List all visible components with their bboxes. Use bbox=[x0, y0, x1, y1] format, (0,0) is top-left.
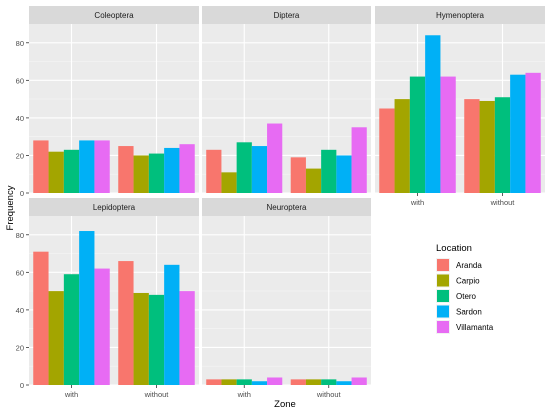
bar-neuroptera-without-otero bbox=[321, 379, 337, 385]
strip-label-neuroptera: Neuroptera bbox=[266, 203, 307, 212]
bar-coleoptera-without-otero bbox=[148, 153, 165, 193]
bar-coleoptera-without-sardon bbox=[164, 147, 180, 193]
bar-hymenoptera-without-carpio bbox=[479, 100, 495, 193]
strip-diptera bbox=[202, 6, 371, 24]
bar-hymenoptera-without-aranda bbox=[464, 99, 480, 193]
bar-neuroptera-with-aranda bbox=[206, 379, 222, 385]
y-tick-label: 20 bbox=[16, 343, 24, 352]
legend-label-villamanta: Villamanta bbox=[456, 323, 494, 332]
x-tick-label: without bbox=[490, 198, 516, 207]
legend-label-aranda: Aranda bbox=[456, 261, 482, 270]
strip-label-coleoptera: Coleoptera bbox=[94, 11, 134, 20]
bar-lepidoptera-without-sardon bbox=[164, 264, 180, 385]
bar-hymenoptera-with-otero bbox=[409, 76, 426, 193]
bar-neuroptera-with-sardon bbox=[251, 381, 268, 385]
bar-neuroptera-with-otero bbox=[236, 379, 252, 385]
bar-hymenoptera-with-sardon bbox=[425, 35, 441, 194]
bar-lepidoptera-with-otero bbox=[63, 274, 80, 385]
bar-hymenoptera-without-otero bbox=[494, 97, 511, 193]
x-tick-label: without bbox=[144, 390, 170, 399]
bar-lepidoptera-without-villamanta bbox=[179, 291, 195, 385]
bar-diptera-without-aranda bbox=[290, 157, 306, 193]
strip-coleoptera bbox=[29, 6, 199, 24]
y-tick-label: 0 bbox=[20, 381, 24, 390]
bar-lepidoptera-without-aranda bbox=[118, 261, 134, 385]
panel-diptera: Diptera bbox=[202, 6, 371, 194]
bar-diptera-with-sardon bbox=[251, 146, 268, 193]
legend-label-sardon: Sardon bbox=[456, 308, 482, 317]
bar-coleoptera-with-villamanta bbox=[94, 140, 110, 193]
bar-coleoptera-without-aranda bbox=[118, 146, 134, 193]
panel-coleoptera: Coleoptera 0 20 40 60 80 bbox=[16, 6, 199, 198]
y-tick-label: 60 bbox=[16, 268, 24, 277]
bar-diptera-with-otero bbox=[236, 142, 252, 193]
bar-hymenoptera-without-villamanta bbox=[525, 72, 541, 193]
panel-lepidoptera: Lepidoptera 0 20 40 60 80 with without bbox=[16, 198, 199, 399]
strip-neuroptera bbox=[202, 198, 371, 216]
bar-hymenoptera-without-sardon bbox=[510, 74, 526, 193]
bar-coleoptera-with-carpio bbox=[48, 151, 64, 193]
y-tick-label: 40 bbox=[16, 306, 24, 315]
legend-key-aranda bbox=[437, 259, 449, 271]
bar-diptera-without-carpio bbox=[305, 168, 322, 193]
bar-coleoptera-with-sardon bbox=[79, 140, 95, 193]
bar-coleoptera-with-otero bbox=[63, 149, 80, 193]
bar-diptera-with-villamanta bbox=[267, 123, 283, 193]
bar-diptera-with-carpio bbox=[221, 172, 237, 193]
bar-lepidoptera-with-villamanta bbox=[94, 268, 110, 385]
bar-diptera-without-villamanta bbox=[351, 127, 367, 193]
legend-key-sardon bbox=[437, 305, 449, 318]
legend-key-otero bbox=[437, 290, 449, 302]
y-tick-label: 20 bbox=[16, 151, 24, 160]
x-tick-label: with bbox=[64, 390, 78, 399]
legend: Location Aranda Carpio Otero Sardon Villaman… bbox=[436, 243, 494, 334]
legend-label-carpio: Carpio bbox=[456, 277, 480, 286]
bar-lepidoptera-with-carpio bbox=[48, 291, 64, 385]
y-tick-label: 0 bbox=[20, 189, 24, 198]
panel-neuroptera: Neuroptera with without bbox=[202, 198, 371, 399]
bar-diptera-without-otero bbox=[321, 149, 337, 193]
strip-label-lepidoptera: Lepidoptera bbox=[93, 203, 136, 212]
bar-diptera-without-sardon bbox=[336, 155, 352, 193]
legend-key-villamanta bbox=[437, 321, 449, 333]
strip-label-diptera: Diptera bbox=[274, 11, 300, 20]
bar-neuroptera-without-carpio bbox=[305, 379, 322, 385]
y-tick-label: 60 bbox=[16, 76, 24, 85]
bar-lepidoptera-with-sardon bbox=[79, 231, 95, 385]
y-tick-label: 40 bbox=[16, 114, 24, 123]
bar-coleoptera-with-aranda bbox=[33, 140, 49, 193]
x-tick-label: with bbox=[410, 198, 424, 207]
strip-label-hymenoptera: Hymenoptera bbox=[436, 11, 485, 20]
bar-neuroptera-without-villamanta bbox=[351, 377, 367, 385]
bar-neuroptera-with-carpio bbox=[221, 379, 237, 385]
legend-title: Location bbox=[436, 243, 472, 254]
x-axis-title: Zone bbox=[274, 399, 296, 410]
bar-neuroptera-without-sardon bbox=[336, 381, 352, 385]
strip-hymenoptera bbox=[375, 6, 545, 24]
legend-key-carpio bbox=[437, 274, 449, 287]
bar-neuroptera-with-villamanta bbox=[267, 377, 283, 385]
y-axis-title: Frequency bbox=[5, 185, 16, 230]
strip-lepidoptera bbox=[29, 198, 199, 216]
bar-hymenoptera-with-carpio bbox=[394, 99, 410, 193]
bar-coleoptera-without-carpio bbox=[133, 155, 149, 193]
bar-lepidoptera-with-aranda bbox=[33, 251, 49, 385]
bar-hymenoptera-with-villamanta bbox=[440, 76, 456, 193]
plot-area-neuroptera bbox=[202, 216, 371, 385]
y-tick-label: 80 bbox=[16, 39, 24, 48]
bar-diptera-with-aranda bbox=[206, 149, 222, 193]
y-tick-label: 80 bbox=[16, 231, 24, 240]
panel-hymenoptera: Hymenoptera with without bbox=[375, 6, 545, 207]
x-tick-label: with bbox=[237, 390, 251, 399]
bar-coleoptera-without-villamanta bbox=[179, 144, 195, 193]
x-tick-label: without bbox=[316, 390, 342, 399]
bar-lepidoptera-without-carpio bbox=[133, 292, 149, 385]
bar-neuroptera-without-aranda bbox=[290, 379, 306, 385]
bar-hymenoptera-with-aranda bbox=[379, 108, 395, 193]
bar-lepidoptera-without-otero bbox=[148, 294, 165, 385]
legend-label-otero: Otero bbox=[456, 292, 477, 301]
